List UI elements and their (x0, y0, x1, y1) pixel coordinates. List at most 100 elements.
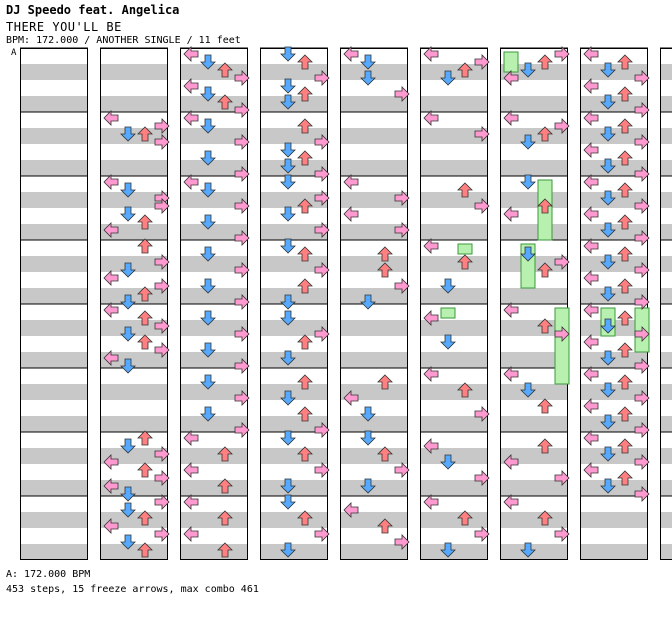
beat-stripe (260, 320, 328, 336)
beat-stripe (340, 128, 408, 144)
beat-stripe (340, 416, 408, 432)
arrow-right-icon (394, 462, 410, 478)
step-chart (20, 46, 672, 560)
arrow-down-icon (280, 494, 296, 510)
beat-stripe (100, 96, 168, 112)
arrow-left-icon (583, 110, 599, 126)
arrow-down-icon (280, 350, 296, 366)
arrow-up-icon (297, 446, 313, 462)
beat-stripe (340, 256, 408, 272)
arrow-left-icon (423, 110, 439, 126)
arrow-left-icon (423, 438, 439, 454)
arrow-left-icon (103, 270, 119, 286)
beat-stripe (500, 224, 568, 240)
beat-stripe (500, 320, 568, 336)
arrow-up-icon (217, 478, 233, 494)
arrow-down-icon (280, 46, 296, 62)
arrow-up-icon (377, 374, 393, 390)
arrow-up-icon (617, 374, 633, 390)
arrow-up-icon (137, 334, 153, 350)
arrow-left-icon (583, 334, 599, 350)
arrow-right-icon (394, 86, 410, 102)
beat-stripe (20, 544, 88, 560)
beat-stripe (340, 352, 408, 368)
column-border (260, 48, 328, 560)
beat-stripe (660, 192, 672, 208)
beat-stripe (180, 192, 248, 208)
arrow-right-icon (154, 494, 170, 510)
arrow-up-icon (297, 406, 313, 422)
arrow-down-icon (200, 342, 216, 358)
arrow-left-icon (503, 366, 519, 382)
arrow-down-icon (120, 502, 136, 518)
beat-stripe (20, 512, 88, 528)
beat-stripe (340, 512, 408, 528)
beat-stripe (260, 384, 328, 400)
arrow-right-icon (154, 318, 170, 334)
beat-stripe (340, 224, 408, 240)
arrow-down-icon (120, 206, 136, 222)
arrow-down-icon (200, 278, 216, 294)
arrow-right-icon (154, 254, 170, 270)
beat-stripe (260, 64, 328, 80)
freeze-arrow (440, 307, 456, 319)
arrow-left-icon (583, 206, 599, 222)
beat-stripe (180, 224, 248, 240)
arrow-right-icon (474, 126, 490, 142)
chart-column-7 (500, 46, 570, 560)
arrow-right-icon (234, 166, 250, 182)
beat-stripe (260, 512, 328, 528)
arrow-left-icon (583, 366, 599, 382)
arrow-up-icon (297, 374, 313, 390)
beat-stripe (500, 416, 568, 432)
arrow-right-icon (314, 190, 330, 206)
arrow-left-icon (183, 110, 199, 126)
arrow-down-icon (600, 286, 616, 302)
arrow-up-icon (297, 246, 313, 262)
arrow-up-icon (137, 430, 153, 446)
beat-stripe (180, 384, 248, 400)
freeze-arrow (503, 51, 519, 73)
arrow-right-icon (234, 262, 250, 278)
arrow-down-icon (440, 278, 456, 294)
beat-stripe (420, 64, 488, 80)
beat-stripe (660, 544, 672, 560)
beat-stripe (20, 192, 88, 208)
arrow-down-icon (600, 94, 616, 110)
beat-stripe (100, 160, 168, 176)
beat-stripe (580, 160, 648, 176)
beat-stripe (580, 352, 648, 368)
arrow-up-icon (537, 198, 553, 214)
beat-stripe (20, 448, 88, 464)
arrow-right-icon (154, 278, 170, 294)
beat-stripe (420, 224, 488, 240)
arrow-left-icon (343, 390, 359, 406)
arrow-up-icon (217, 62, 233, 78)
chart-column-5 (340, 46, 410, 560)
beat-stripe (260, 160, 328, 176)
beat-stripe (420, 128, 488, 144)
beat-stripe (340, 544, 408, 560)
beat-stripe (260, 96, 328, 112)
arrow-down-icon (360, 478, 376, 494)
beat-stripe (260, 352, 328, 368)
arrow-down-icon (280, 78, 296, 94)
arrow-down-icon (200, 182, 216, 198)
beat-stripe (420, 160, 488, 176)
arrow-up-icon (537, 318, 553, 334)
beat-stripe (660, 384, 672, 400)
beat-stripe (580, 288, 648, 304)
beat-stripe (340, 96, 408, 112)
arrow-right-icon (154, 470, 170, 486)
arrow-left-icon (103, 174, 119, 190)
arrow-down-icon (600, 478, 616, 494)
arrow-left-icon (103, 454, 119, 470)
arrow-down-icon (200, 86, 216, 102)
beat-stripe (660, 64, 672, 80)
beat-stripe (580, 192, 648, 208)
beat-stripe (340, 192, 408, 208)
arrow-left-icon (583, 46, 599, 62)
arrow-right-icon (314, 166, 330, 182)
beat-stripe (420, 352, 488, 368)
beat-stripe (500, 160, 568, 176)
